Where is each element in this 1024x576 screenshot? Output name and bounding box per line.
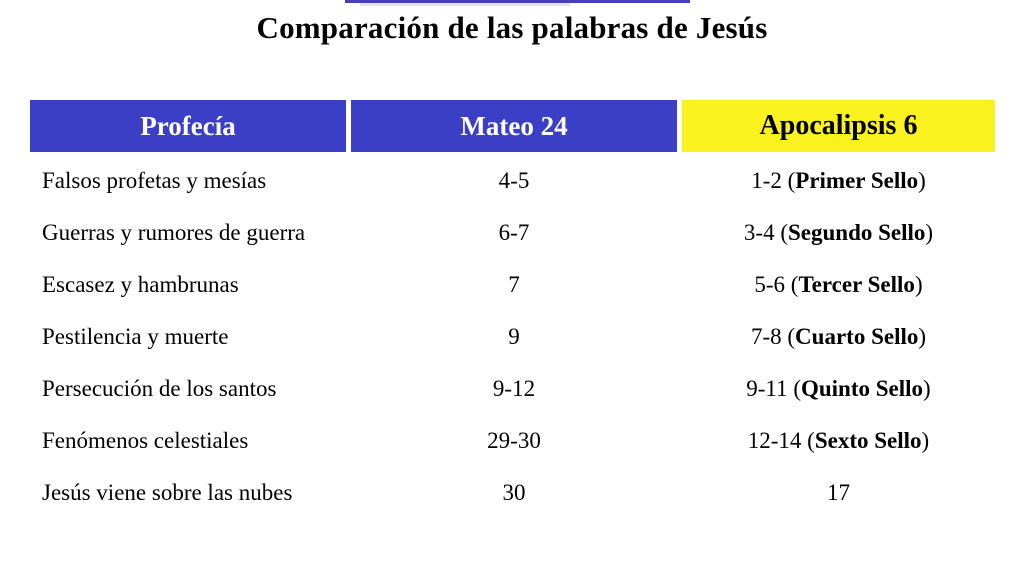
prophecy-cell: Falsos profetas y mesías xyxy=(30,156,346,204)
apocalipsis-reference: 17 xyxy=(827,479,850,505)
mateo-reference: 29-30 xyxy=(487,427,541,453)
apocalipsis-reference-cell: 9-11 (Quinto Sello) xyxy=(682,364,995,412)
seal-name: Cuarto Sello xyxy=(795,323,919,349)
apocalipsis-reference: 12-14 ( xyxy=(747,427,815,453)
mateo-reference-cell: 9 xyxy=(351,312,677,360)
prophecy-label: Falsos profetas y mesías xyxy=(42,167,267,193)
mateo-reference: 9 xyxy=(508,323,520,349)
seal-name: Tercer Sello xyxy=(798,271,915,297)
apocalipsis-reference-cell: 7-8 (Cuarto Sello) xyxy=(682,312,995,360)
page-title: Comparación de las palabras de Jesús xyxy=(256,10,768,45)
mateo-reference-cell: 4-5 xyxy=(351,156,677,204)
apocalipsis-reference-cell: 5-6 (Tercer Sello) xyxy=(682,260,995,308)
prophecy-label: Pestilencia y muerte xyxy=(42,323,229,349)
mateo-reference-cell: 30 xyxy=(351,468,677,516)
prophecy-label: Guerras y rumores de guerra xyxy=(42,219,306,245)
mateo-reference: 30 xyxy=(502,479,526,505)
apocalipsis-reference-cell: 17 xyxy=(682,468,995,516)
apocalipsis-reference-close: ) xyxy=(923,375,931,401)
apocalipsis-reference-close: ) xyxy=(925,219,934,245)
apocalipsis-reference-close: ) xyxy=(918,167,926,193)
apocalipsis-reference-cell: 3-4 (Segundo Sello) xyxy=(682,208,995,256)
apocalipsis-reference: 1-2 ( xyxy=(751,167,796,193)
prophecy-cell: Pestilencia y muerte xyxy=(30,312,346,360)
mateo-reference-cell: 6-7 xyxy=(351,208,677,256)
prophecy-label: Jesús viene sobre las nubes xyxy=(42,479,293,505)
prophecy-label: Persecución de los santos xyxy=(42,375,277,401)
apocalipsis-reference: 9-11 ( xyxy=(746,375,801,401)
comparison-table: Profecía Mateo 24 Apocalipsis 6 Falsos p… xyxy=(30,100,995,516)
top-cropped-stripe-shadow xyxy=(360,3,570,6)
header-apocalipsis-6: Apocalipsis 6 xyxy=(682,100,995,152)
header-mateo-24: Mateo 24 xyxy=(351,100,677,152)
seal-name: Primer Sello xyxy=(795,167,919,193)
apocalipsis-reference-close: ) xyxy=(918,323,927,349)
mateo-reference: 7 xyxy=(508,271,520,297)
seal-name: Quinto Sello xyxy=(800,375,924,401)
prophecy-label: Escasez y hambrunas xyxy=(42,271,239,297)
top-cropped-stripe xyxy=(345,0,690,3)
mateo-reference: 9-12 xyxy=(492,375,536,401)
apocalipsis-reference: 3-4 ( xyxy=(743,219,788,245)
mateo-reference-cell: 29-30 xyxy=(351,416,677,464)
header-profecia: Profecía xyxy=(30,100,346,152)
prophecy-cell: Guerras y rumores de guerra xyxy=(30,208,346,256)
apocalipsis-reference: 7-8 ( xyxy=(750,323,796,349)
mateo-reference: 6-7 xyxy=(498,219,530,245)
mateo-reference: 4-5 xyxy=(498,167,530,193)
apocalipsis-reference: 5-6 ( xyxy=(754,271,799,297)
prophecy-label: Fenómenos celestiales xyxy=(42,427,249,453)
prophecy-cell: Escasez y hambrunas xyxy=(30,260,346,308)
mateo-reference-cell: 9-12 xyxy=(351,364,677,412)
seal-name: Sexto Sello xyxy=(814,427,922,453)
prophecy-cell: Jesús viene sobre las nubes xyxy=(30,468,346,516)
seal-name: Segundo Sello xyxy=(788,219,926,245)
apocalipsis-reference-cell: 12-14 (Sexto Sello) xyxy=(682,416,995,464)
apocalipsis-reference-close: ) xyxy=(914,271,923,297)
prophecy-cell: Fenómenos celestiales xyxy=(30,416,346,464)
mateo-reference-cell: 7 xyxy=(351,260,677,308)
prophecy-cell: Persecución de los santos xyxy=(30,364,346,412)
apocalipsis-reference-cell: 1-2 (Primer Sello) xyxy=(682,156,995,204)
apocalipsis-reference-close: ) xyxy=(921,427,930,453)
